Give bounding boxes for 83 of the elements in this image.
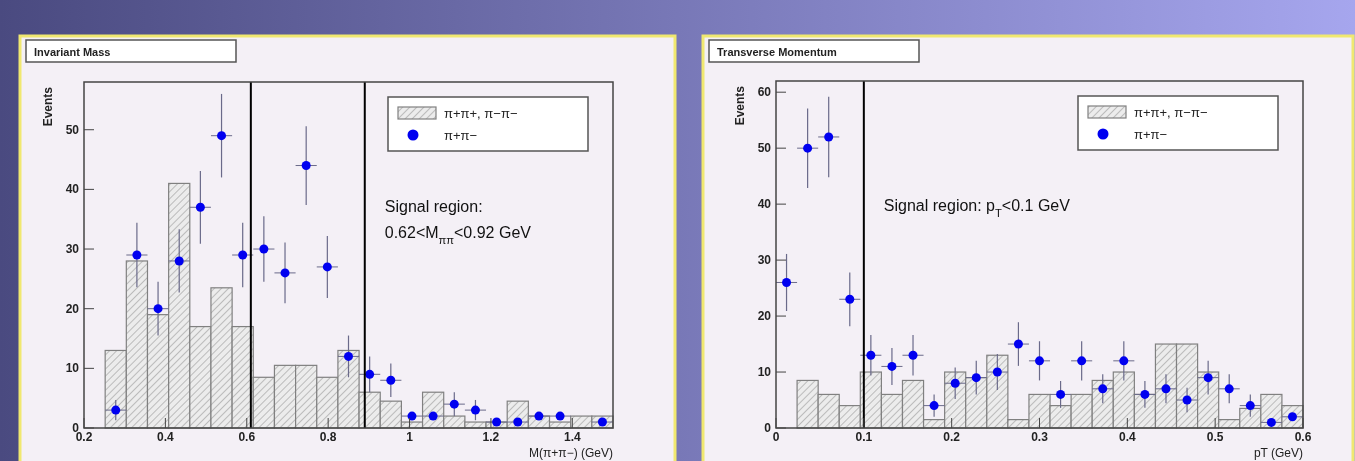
- point: [174, 256, 184, 266]
- y-tick-label: 10: [757, 365, 772, 380]
- annotation: 0.62<M$_{ππ}$<0.92 GeV: [384, 224, 532, 246]
- x-tick-label: 0.8: [319, 430, 337, 444]
- point: [908, 350, 918, 360]
- point: [344, 351, 353, 361]
- x-tick-label: 0.2: [943, 430, 961, 444]
- point: [259, 244, 269, 254]
- y-tick-label: 50: [757, 141, 772, 156]
- point: [217, 131, 227, 141]
- x-tick-label: 0.3: [1031, 430, 1049, 444]
- point: [1077, 356, 1087, 366]
- point: [111, 405, 121, 415]
- annotation: Signal region: p$_{T}$<0.1 GeV: [883, 197, 1071, 219]
- y-axis-title: Events: [733, 85, 747, 126]
- x-tick-label: 0.4: [157, 430, 175, 444]
- point: [280, 268, 290, 278]
- point: [513, 417, 523, 427]
- y-tick-label: 20: [757, 309, 772, 324]
- point: [782, 277, 792, 287]
- point: [153, 304, 163, 314]
- point: [1224, 384, 1234, 394]
- point: [534, 411, 544, 421]
- x-tick-label: 0.5: [1206, 430, 1224, 444]
- x-axis-title: pT (GeV): [1253, 446, 1303, 460]
- point: [866, 350, 876, 360]
- x-tick-label: 1.4: [563, 430, 581, 444]
- legend-label: π+π+, π−π−: [444, 106, 518, 121]
- point: [1203, 373, 1213, 383]
- legend-label: π+π−: [444, 128, 478, 143]
- y-tick-label: 40: [757, 197, 772, 212]
- point: [238, 250, 248, 260]
- x-tick-label: 0.6: [238, 430, 256, 444]
- point: [132, 250, 142, 260]
- point: [1182, 395, 1192, 405]
- point: [887, 361, 897, 371]
- point: [824, 132, 834, 142]
- y-tick-label: 40: [65, 182, 80, 197]
- point: [449, 399, 459, 409]
- x-tick-label: 0.6: [1294, 430, 1312, 444]
- y-tick-label: 60: [757, 85, 772, 100]
- x-tick-label: 1.2: [482, 430, 500, 444]
- point: [845, 294, 855, 304]
- chart-title: Invariant Mass: [34, 46, 111, 58]
- point: [1266, 417, 1276, 427]
- point: [301, 161, 311, 171]
- point: [971, 373, 981, 383]
- point: [1245, 401, 1255, 411]
- point: [1035, 356, 1044, 366]
- annotation: Signal region:: [384, 198, 483, 215]
- point: [1013, 339, 1023, 349]
- point: [1140, 389, 1150, 399]
- point: [492, 417, 502, 427]
- x-tick-label: 0.1: [855, 430, 873, 444]
- point: [1056, 389, 1066, 399]
- point: [1098, 384, 1108, 394]
- legend-label: π+π−: [1134, 127, 1168, 142]
- point: [386, 375, 396, 385]
- y-tick-label: 10: [65, 361, 80, 376]
- y-tick-label: 50: [65, 122, 80, 137]
- point: [1161, 384, 1171, 394]
- y-tick-label: 0: [764, 421, 772, 435]
- point: [950, 378, 960, 388]
- y-tick-label: 30: [757, 253, 772, 268]
- legend-label: π+π+, π−π−: [1134, 105, 1208, 120]
- point: [407, 411, 417, 421]
- y-tick-label: 30: [65, 242, 80, 257]
- x-tick-label: 0.4: [1118, 430, 1136, 444]
- point: [470, 405, 480, 415]
- x-tick-label: 1: [406, 430, 414, 444]
- y-tick-label: 20: [65, 301, 80, 316]
- point: [803, 143, 813, 153]
- chart-title: Transverse Momentum: [717, 46, 838, 58]
- point: [555, 411, 565, 421]
- point: [365, 369, 375, 379]
- point: [322, 262, 332, 272]
- x-axis-title: M(π+π−) (GeV): [529, 446, 613, 460]
- point: [428, 411, 438, 421]
- point: [1119, 356, 1129, 366]
- point: [929, 401, 939, 411]
- y-axis-title: Events: [41, 86, 55, 127]
- point: [992, 367, 1002, 377]
- point: [195, 202, 205, 212]
